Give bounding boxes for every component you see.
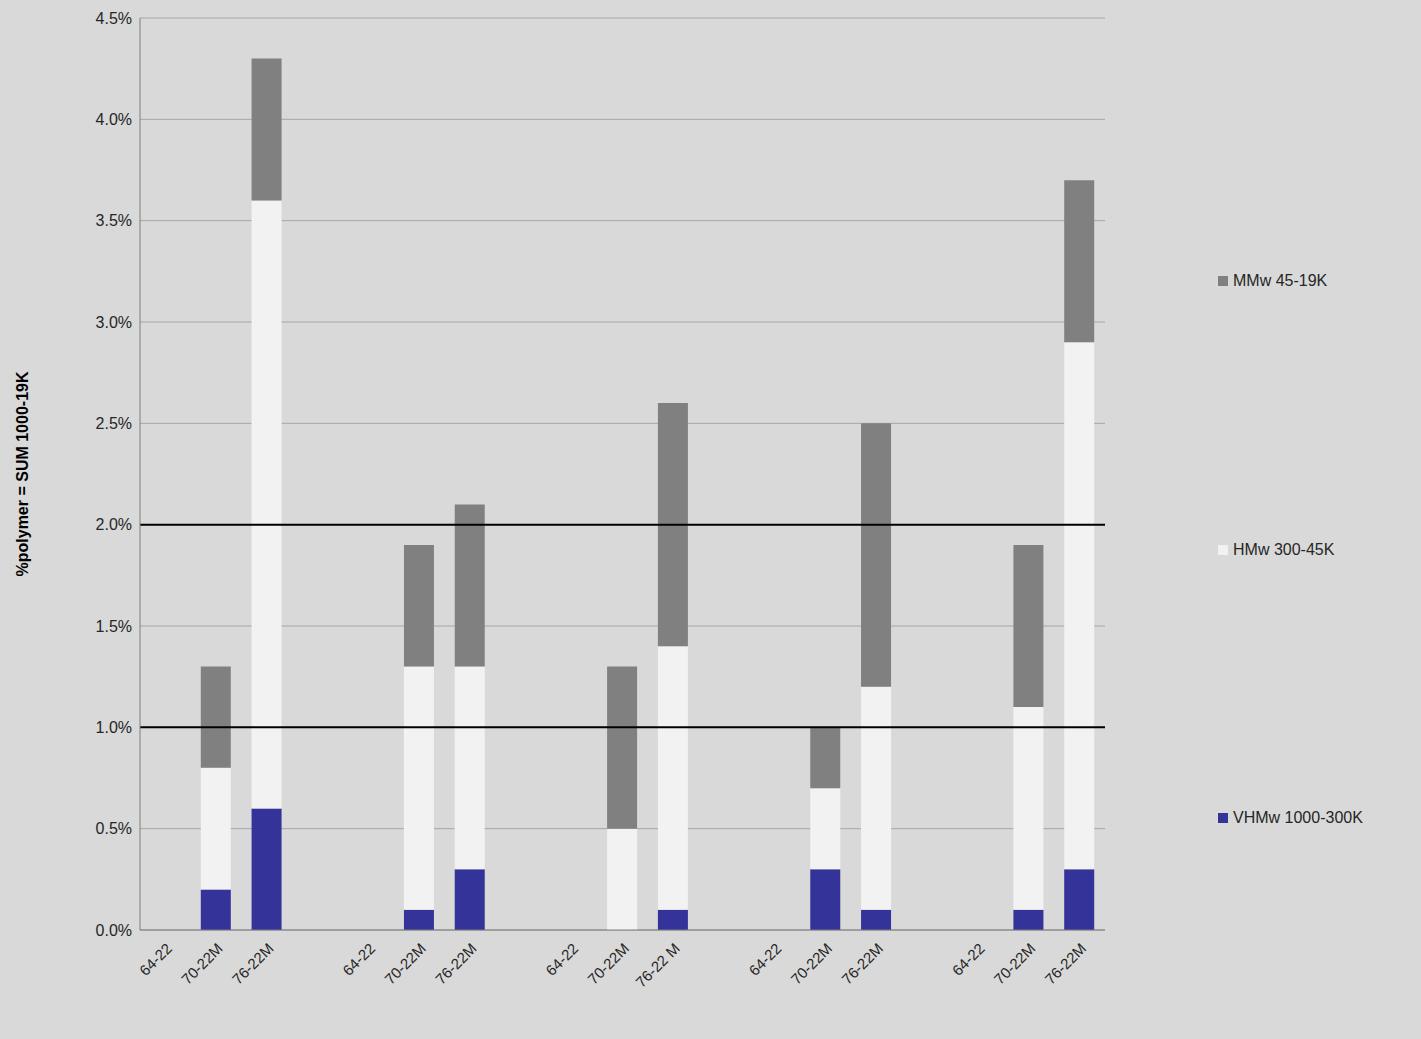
svg-text:76-22M: 76-22M xyxy=(1041,940,1089,988)
html-text:VHMw 1000-300K: VHMw 1000-300K xyxy=(1233,809,1363,826)
svg-text:0.0%: 0.0% xyxy=(96,922,132,939)
svg-text:1.5%: 1.5% xyxy=(96,618,132,635)
svg-text:3.5%: 3.5% xyxy=(96,212,132,229)
svg-text:64-22: 64-22 xyxy=(745,940,784,979)
svg-text:70-22M: 70-22M xyxy=(990,940,1038,988)
svg-text:64-22: 64-22 xyxy=(339,940,378,979)
svg-text:2.5%: 2.5% xyxy=(96,415,132,432)
svg-text:0.5%: 0.5% xyxy=(96,820,132,837)
svg-text:1.0%: 1.0% xyxy=(96,719,132,736)
svg-text:76-22 M: 76-22 M xyxy=(632,940,683,991)
html-text:HMw 300-45K: HMw 300-45K xyxy=(1233,540,1335,558)
svg-text:76-22M: 76-22M xyxy=(229,940,277,988)
html-text:MMw 45-19K: MMw 45-19K xyxy=(1233,272,1328,289)
svg-text:64-22: 64-22 xyxy=(542,940,581,979)
svg-text:76-22M: 76-22M xyxy=(838,940,886,988)
svg-text:76-22M: 76-22M xyxy=(432,940,480,988)
svg-text:3.0%: 3.0% xyxy=(96,314,132,331)
svg-text:2.0%: 2.0% xyxy=(96,516,132,533)
svg-text:64-22: 64-22 xyxy=(949,940,988,979)
svg-text:70-22M: 70-22M xyxy=(584,940,632,988)
svg-text:64-22: 64-22 xyxy=(136,940,175,979)
svg-text:4.0%: 4.0% xyxy=(96,111,132,128)
svg-text:%polymer = SUM 1000-19K: %polymer = SUM 1000-19K xyxy=(14,371,31,576)
svg-text:70-22M: 70-22M xyxy=(381,940,429,988)
svg-text:70-22M: 70-22M xyxy=(178,940,226,988)
svg-text:4.5%: 4.5% xyxy=(96,10,132,27)
svg-text:70-22M: 70-22M xyxy=(787,940,835,988)
